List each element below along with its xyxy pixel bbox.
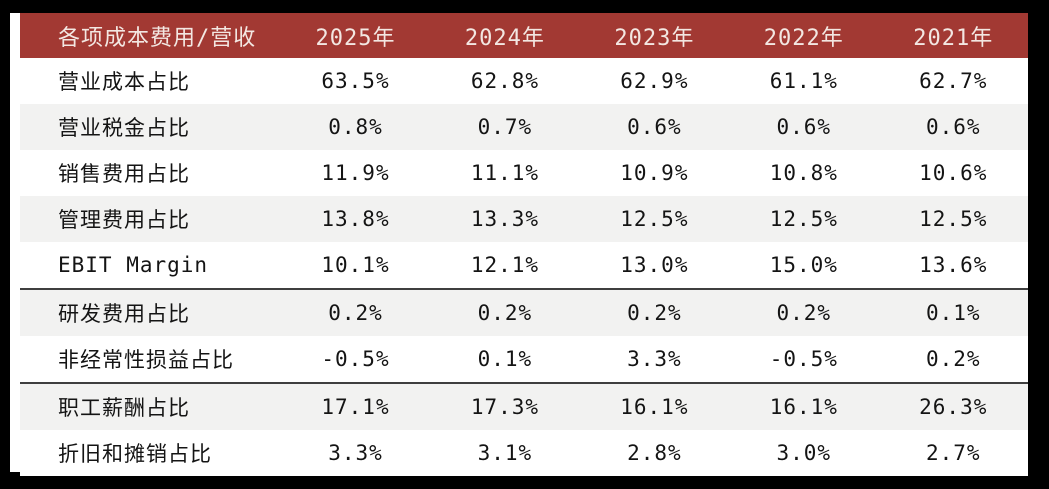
value-cell: 0.1% [430,336,580,384]
value-cell: 10.9% [579,150,730,196]
table-row: 管理费用占比 13.8% 13.3% 12.5% 12.5% 12.5% [20,196,1028,242]
table-row: EBIT Margin 10.1% 12.1% 13.0% 15.0% 13.6% [20,242,1028,290]
header-cell-label: 各项成本费用/营收 [20,13,281,58]
value-cell: 0.8% [280,104,431,150]
value-cell: 12.1% [430,242,580,290]
value-cell: 3.3% [579,336,730,384]
value-cell: 62.9% [579,58,730,104]
table-row: 职工薪酬占比 17.1% 17.3% 16.1% 16.1% 26.3% [20,383,1028,430]
value-cell: 13.6% [878,242,1028,290]
value-cell: 0.6% [878,104,1028,150]
header-cell-year: 2022年 [729,13,879,58]
header-cell-year: 2025年 [280,13,431,58]
table-body: 营业成本占比 63.5% 62.8% 62.9% 61.1% 62.7% 营业税金占比 0.8… [20,58,1028,476]
value-cell: 11.1% [430,150,580,196]
value-cell: 0.2% [729,289,879,336]
table-header: 各项成本费用/营收 2025年 2024年 2023年 2022年 2021年 [20,13,1028,58]
value-cell: 12.5% [579,196,730,242]
header-cell-year: 2023年 [579,13,730,58]
table-card: 各项成本费用/营收 2025年 2024年 2023年 2022年 2021年 营业成本占… [10,13,1028,476]
table-row: 营业成本占比 63.5% 62.8% 62.9% 61.1% 62.7% [20,58,1028,104]
value-cell: 0.1% [878,289,1028,336]
table-row: 销售费用占比 11.9% 11.1% 10.9% 10.8% 10.6% [20,150,1028,196]
value-cell: -0.5% [729,336,879,384]
value-cell: 10.8% [729,150,879,196]
value-cell: 13.3% [430,196,580,242]
row-label: EBIT Margin [20,242,281,290]
value-cell: 0.7% [430,104,580,150]
row-label: 营业税金占比 [20,104,281,150]
table-row: 营业税金占比 0.8% 0.7% 0.6% 0.6% 0.6% [20,104,1028,150]
table-row: 非经常性损益占比 -0.5% 0.1% 3.3% -0.5% 0.2% [20,336,1028,384]
row-label: 非经常性损益占比 [20,336,281,384]
value-cell: 10.6% [878,150,1028,196]
value-cell: 62.8% [430,58,580,104]
value-cell: 0.2% [579,289,730,336]
value-cell: 3.1% [430,430,580,476]
value-cell: 0.2% [430,289,580,336]
value-cell: 61.1% [729,58,879,104]
value-cell: 26.3% [878,383,1028,430]
value-cell: 3.3% [280,430,431,476]
value-cell: 3.0% [729,430,879,476]
value-cell: 12.5% [878,196,1028,242]
row-label: 营业成本占比 [20,58,281,104]
value-cell: 11.9% [280,150,431,196]
value-cell: 0.6% [729,104,879,150]
value-cell: 10.1% [280,242,431,290]
value-cell: 13.0% [579,242,730,290]
row-label: 研发费用占比 [20,289,281,336]
value-cell: 0.6% [579,104,730,150]
row-label: 销售费用占比 [20,150,281,196]
row-label: 折旧和摊销占比 [20,430,281,476]
value-cell: 2.7% [878,430,1028,476]
value-cell: 12.5% [729,196,879,242]
value-cell: 16.1% [579,383,730,430]
value-cell: 15.0% [729,242,879,290]
value-cell: 17.1% [280,383,431,430]
header-cell-year: 2024年 [430,13,580,58]
value-cell: 16.1% [729,383,879,430]
value-cell: 17.3% [430,383,580,430]
cost-ratio-table: 各项成本费用/营收 2025年 2024年 2023年 2022年 2021年 营业成本占… [20,13,1028,476]
table-row: 折旧和摊销占比 3.3% 3.1% 2.8% 3.0% 2.7% [20,430,1028,476]
header-cell-year: 2021年 [878,13,1028,58]
value-cell: 63.5% [280,58,431,104]
value-cell: 2.8% [579,430,730,476]
value-cell: 62.7% [878,58,1028,104]
value-cell: 13.8% [280,196,431,242]
value-cell: -0.5% [280,336,431,384]
header-row: 各项成本费用/营收 2025年 2024年 2023年 2022年 2021年 [20,13,1028,58]
value-cell: 0.2% [280,289,431,336]
row-label: 职工薪酬占比 [20,383,281,430]
value-cell: 0.2% [878,336,1028,384]
row-label: 管理费用占比 [20,196,281,242]
table-row: 研发费用占比 0.2% 0.2% 0.2% 0.2% 0.1% [20,289,1028,336]
